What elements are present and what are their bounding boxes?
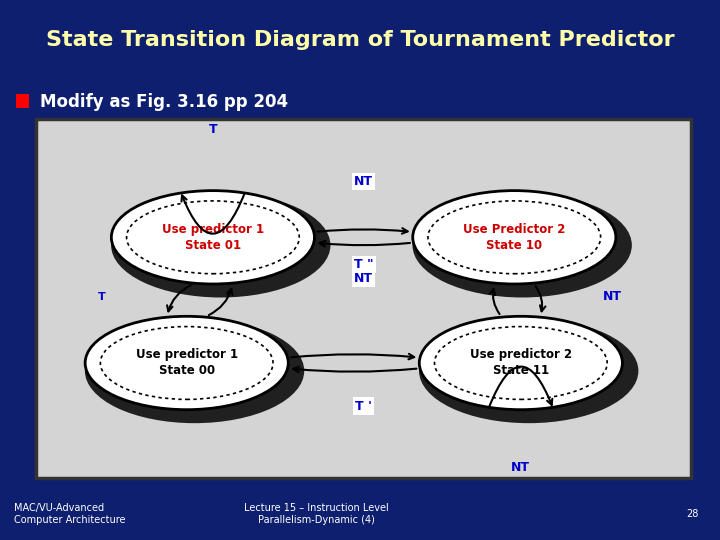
- Text: Lecture 15 – Instruction Level
Parallelism-Dynamic (4): Lecture 15 – Instruction Level Paralleli…: [244, 503, 390, 525]
- Text: 28: 28: [686, 509, 698, 519]
- Text: Modify as Fig. 3.16 pp 204: Modify as Fig. 3.16 pp 204: [40, 92, 288, 111]
- Text: MAC/VU-Advanced
Computer Architecture: MAC/VU-Advanced Computer Architecture: [14, 503, 126, 525]
- Text: State Transition Diagram of Tournament Predictor: State Transition Diagram of Tournament P…: [45, 30, 675, 50]
- FancyBboxPatch shape: [36, 119, 691, 478]
- FancyBboxPatch shape: [16, 94, 29, 108]
